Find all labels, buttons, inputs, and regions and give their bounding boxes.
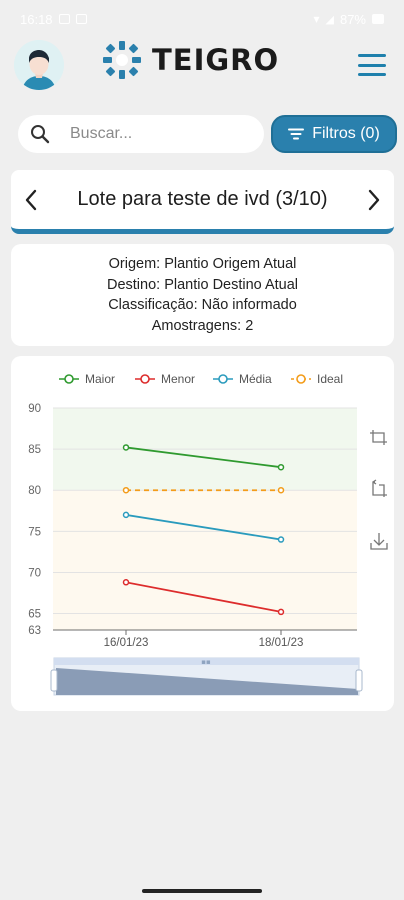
series-line-maior <box>125 446 282 469</box>
x-tick-label: 18/01/23 <box>259 637 304 649</box>
data-point-média[interactable] <box>277 536 285 543</box>
line-chart: 63 65 70 75 80 85 90 16/01/23 18/01/23 Maior Menor… <box>28 372 388 696</box>
lote-navigation: Lote para teste de ivd (3/10) <box>11 170 394 234</box>
brand-logo: TEIGRO <box>102 40 279 80</box>
data-zoom-preview <box>56 668 358 695</box>
previous-lote-button[interactable] <box>23 188 39 212</box>
x-tick-label: 16/01/23 <box>104 637 149 649</box>
avatar[interactable] <box>14 40 64 90</box>
series-line-menor <box>125 581 282 613</box>
logo-text: TEIGRO <box>152 43 280 77</box>
y-tick-label: 65 <box>28 609 41 621</box>
search-box <box>18 115 264 153</box>
data-point-maior[interactable] <box>277 463 285 471</box>
legend-label-menor[interactable]: Menor <box>161 372 195 386</box>
next-lote-button[interactable] <box>366 188 382 212</box>
download-icon[interactable] <box>370 533 388 550</box>
lote-info-card: Origem: Plantio Origem Atual Destino: Pl… <box>11 244 394 346</box>
chart-band <box>53 490 357 630</box>
data-point-ideal[interactable] <box>122 486 130 494</box>
zoom-select-icon[interactable] <box>370 430 387 445</box>
data-point-maior[interactable] <box>122 444 130 451</box>
legend-label-ideal[interactable]: Ideal <box>317 372 343 386</box>
chevron-right-icon <box>368 189 380 210</box>
hamburger-menu-icon[interactable] <box>358 54 386 76</box>
battery-icon <box>372 14 384 24</box>
legend-marker-menor[interactable] <box>140 374 150 384</box>
filter-icon <box>288 128 305 140</box>
zoom-reset-icon[interactable] <box>372 479 387 497</box>
status-time: 16:18 <box>20 11 53 27</box>
chevron-left-icon <box>25 189 37 210</box>
wifi-icon: ▾ <box>313 12 320 26</box>
y-tick-label: 85 <box>28 444 41 456</box>
y-tick-label: 80 <box>28 485 41 497</box>
data-point-média[interactable] <box>122 511 130 519</box>
data-point-menor[interactable] <box>277 608 285 616</box>
notification-icon <box>75 14 87 24</box>
data-point-menor[interactable] <box>122 579 130 586</box>
data-point-ideal[interactable] <box>277 486 285 494</box>
notification-icon <box>58 14 70 24</box>
teigro-logo-icon <box>103 41 141 79</box>
y-tick-label: 75 <box>28 526 41 538</box>
lote-title: Lote para teste de ivd (3/10) <box>77 188 328 210</box>
user-avatar-icon <box>14 40 64 90</box>
destino-text: Destino: Plantio Destino Atual <box>106 276 299 293</box>
app-header: TEIGRO <box>0 38 404 96</box>
y-tick-label: 70 <box>28 567 41 579</box>
chart-card: 63 65 70 75 80 85 90 16/01/23 18/01/23 Maior Menor… <box>11 356 394 711</box>
home-indicator[interactable] <box>142 889 262 893</box>
y-tick-label: 63 <box>28 625 41 637</box>
data-zoom-handle-left[interactable] <box>50 669 58 692</box>
data-zoom-handle-right[interactable] <box>355 669 363 692</box>
legend-marker-ideal[interactable] <box>296 374 306 384</box>
legend-marker-maior[interactable] <box>64 374 74 384</box>
status-battery: 87% <box>339 11 366 27</box>
legend-label-maior[interactable]: Maior <box>85 372 115 386</box>
amostragens-text: Amostragens: 2 <box>151 317 254 334</box>
classificacao-text: Classificação: Não informado <box>108 297 297 313</box>
y-tick-label: 90 <box>28 403 41 415</box>
status-bar: 16:18 ▾ ◢ 87% <box>0 0 404 38</box>
filter-button[interactable]: Filtros (0) <box>271 115 397 153</box>
legend-label-média[interactable]: Média <box>239 372 272 386</box>
data-zoom-top-bar[interactable] <box>54 658 359 665</box>
signal-icon: ◢ <box>325 13 334 26</box>
origem-text: Origem: Plantio Origem Atual <box>108 256 297 272</box>
filter-label: Filtros (0) <box>312 125 380 142</box>
series-line-média <box>125 514 282 541</box>
search-row: Filtros (0) <box>18 115 398 153</box>
search-input[interactable] <box>70 125 240 143</box>
search-icon[interactable] <box>30 124 50 144</box>
data-zoom-grip[interactable]: ▪▪ <box>201 658 211 666</box>
legend-marker-média[interactable] <box>218 374 228 384</box>
